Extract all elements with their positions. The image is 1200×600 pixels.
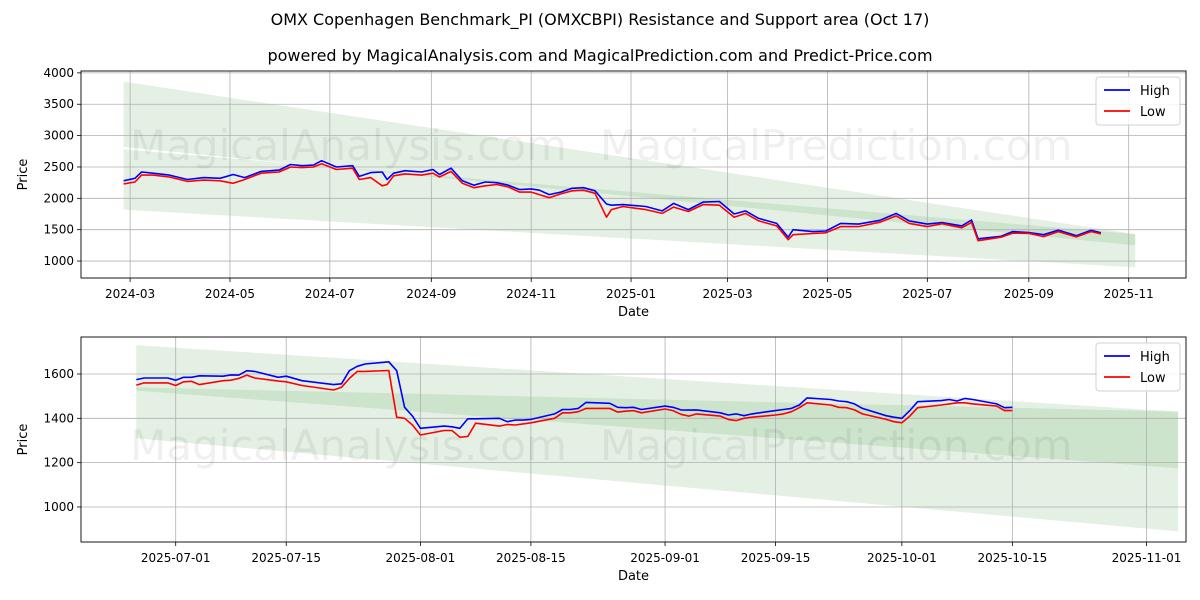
x-axis-label: Date bbox=[618, 305, 649, 320]
chart-1: MagicalAnalysis.com MagicalPrediction.com… bbox=[16, 66, 1187, 320]
x-tick-label: 2025-07-01 bbox=[141, 551, 211, 565]
x-tick-label: 2025-07 bbox=[902, 287, 952, 301]
support-band bbox=[136, 387, 1179, 532]
y-tick-label: 3500 bbox=[43, 97, 74, 111]
y-tick-label: 1600 bbox=[43, 367, 74, 381]
x-axis-label: Date bbox=[618, 569, 649, 584]
y-tick-label: 1500 bbox=[43, 223, 74, 237]
x-tick-label: 2024-09 bbox=[406, 287, 456, 301]
x-tick-label: 2024-03 bbox=[105, 287, 155, 301]
y-tick-label: 2500 bbox=[43, 160, 74, 174]
x-tick-label: 2025-08-15 bbox=[496, 551, 566, 565]
y-tick-label: 1000 bbox=[43, 500, 74, 514]
support-band bbox=[123, 149, 1136, 268]
low-line bbox=[123, 163, 1102, 242]
watermark: MagicalAnalysis.com bbox=[130, 121, 567, 170]
x-tick-label: 2025-10-01 bbox=[867, 551, 937, 565]
y-axis-label: Price bbox=[16, 159, 31, 191]
y-tick-label: 4000 bbox=[43, 66, 74, 80]
x-tick-label: 2025-05 bbox=[802, 287, 852, 301]
x-tick-label: 2025-07-15 bbox=[251, 551, 321, 565]
axes-frame bbox=[80, 336, 1187, 543]
y-tick-label: 1000 bbox=[43, 254, 74, 268]
axes-frame bbox=[80, 70, 1187, 279]
watermark: MagicalAnalysis.com bbox=[130, 421, 567, 470]
chart-title: OMX Copenhagen Benchmark_PI (OMXCBPI) Re… bbox=[270, 10, 930, 29]
high-line bbox=[136, 361, 1013, 430]
legend-label-low: Low bbox=[1140, 105, 1166, 120]
legend: High Low bbox=[1095, 76, 1181, 126]
y-tick-label: 3000 bbox=[43, 129, 74, 143]
resistance-band bbox=[123, 81, 1136, 246]
x-tick-label: 2024-11 bbox=[506, 287, 556, 301]
y-tick-label: 1400 bbox=[43, 411, 74, 425]
x-tick-label: 2025-11-01 bbox=[1112, 551, 1182, 565]
x-tick-label: 2025-01 bbox=[606, 287, 656, 301]
x-tick-label: 2025-08-01 bbox=[386, 551, 456, 565]
watermark: MagicalPrediction.com bbox=[600, 421, 1073, 470]
legend-label-high: High bbox=[1140, 350, 1170, 365]
legend-label-low: Low bbox=[1140, 371, 1166, 386]
legend: High Low bbox=[1095, 342, 1181, 392]
x-tick-label: 2025-09-15 bbox=[741, 551, 811, 565]
watermark: MagicalPrediction.com bbox=[600, 121, 1073, 170]
x-tick-label: 2025-03 bbox=[703, 287, 753, 301]
chart-subtitle: powered by MagicalAnalysis.com and Magic… bbox=[267, 46, 933, 65]
x-tick-label: 2025-09-01 bbox=[630, 551, 700, 565]
low-line bbox=[136, 369, 1013, 438]
x-tick-label: 2025-09 bbox=[1004, 287, 1054, 301]
x-tick-label: 2025-11 bbox=[1104, 287, 1154, 301]
x-tick-label: 2025-10-15 bbox=[977, 551, 1047, 565]
y-tick-label: 1200 bbox=[43, 456, 74, 470]
chart-2: MagicalAnalysis.com MagicalPrediction.com… bbox=[16, 336, 1187, 584]
y-tick-label: 2000 bbox=[43, 191, 74, 205]
high-line bbox=[123, 159, 1102, 240]
y-axis-label: Price bbox=[16, 424, 31, 456]
x-tick-label: 2024-07 bbox=[305, 287, 355, 301]
x-tick-label: 2024-05 bbox=[205, 287, 255, 301]
legend-label-high: High bbox=[1140, 84, 1170, 99]
